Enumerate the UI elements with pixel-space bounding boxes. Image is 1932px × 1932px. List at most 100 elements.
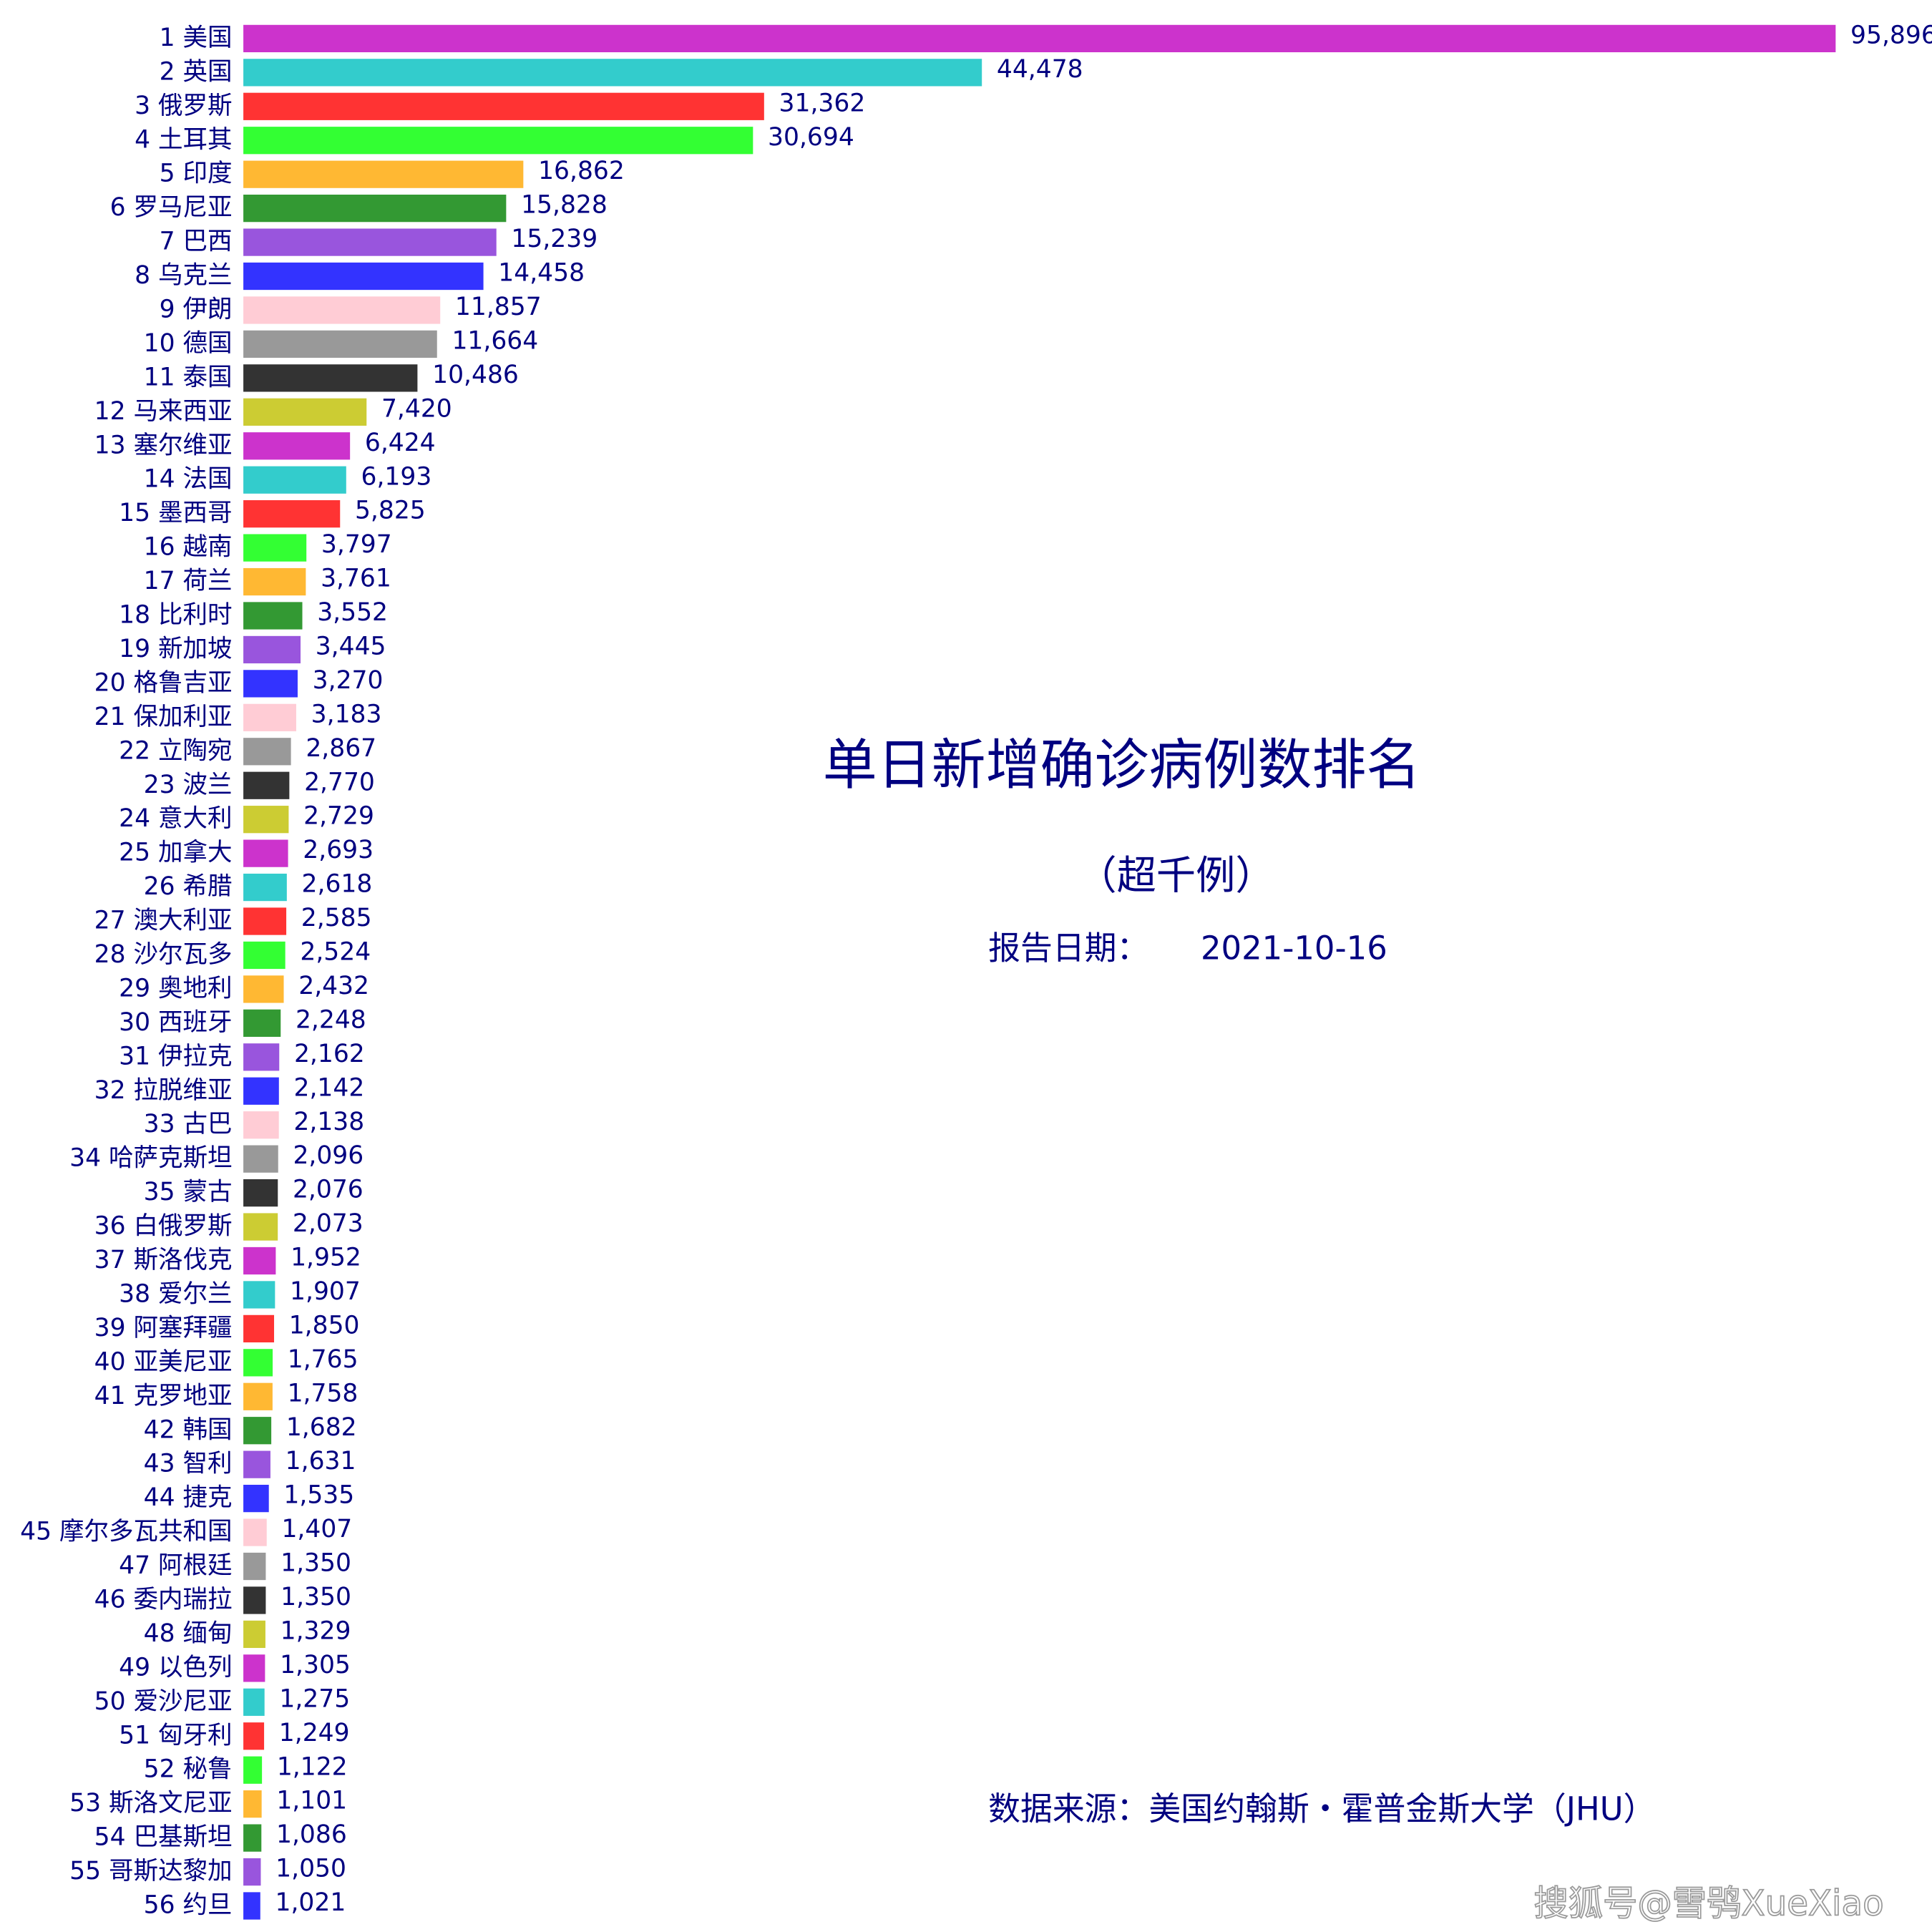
bar bbox=[243, 500, 341, 528]
value-label: 2,248 bbox=[296, 1005, 366, 1034]
value-label: 1,407 bbox=[281, 1515, 352, 1543]
bar bbox=[243, 1756, 263, 1784]
value-label: 3,552 bbox=[317, 598, 388, 627]
y-tick-label: 30 西班牙 bbox=[119, 1008, 232, 1037]
date: 2021-10-16 bbox=[1201, 929, 1387, 967]
y-tick-label: 9 伊朗 bbox=[160, 295, 233, 323]
value-label: 31,362 bbox=[779, 89, 866, 117]
bar bbox=[243, 907, 287, 935]
y-tick-label: 19 新加坡 bbox=[119, 635, 232, 663]
y-tick-label: 39 阿塞拜疆 bbox=[94, 1314, 233, 1342]
value-label: 2,076 bbox=[293, 1176, 364, 1204]
bar bbox=[243, 771, 290, 799]
bar bbox=[243, 1790, 262, 1818]
value-label: 2,142 bbox=[294, 1073, 365, 1102]
value-label: 1,122 bbox=[277, 1752, 348, 1781]
bar bbox=[243, 635, 301, 664]
y-tick-label: 26 希腊 bbox=[144, 872, 233, 901]
bar bbox=[243, 296, 441, 324]
y-tick-label: 24 意大利 bbox=[119, 804, 232, 833]
value-label: 1,631 bbox=[286, 1447, 356, 1475]
y-tick-label: 51 匈牙利 bbox=[119, 1721, 232, 1750]
bar bbox=[243, 1246, 276, 1275]
y-tick-label: 13 塞尔维亚 bbox=[94, 431, 233, 459]
y-tick-label: 14 法国 bbox=[144, 465, 233, 494]
value-label: 15,828 bbox=[521, 191, 608, 220]
value-label: 15,239 bbox=[511, 225, 597, 253]
value-label: 30,694 bbox=[768, 123, 854, 152]
y-tick-label: 17 荷兰 bbox=[144, 567, 233, 595]
y-tick-label: 55 哥斯达黎加 bbox=[69, 1857, 232, 1885]
y-tick-label: 12 马来西亚 bbox=[94, 397, 233, 426]
value-label: 1,021 bbox=[275, 1888, 346, 1917]
y-tick-label: 5 印度 bbox=[160, 160, 233, 188]
value-label: 3,761 bbox=[321, 564, 391, 592]
y-tick-label: 27 澳大利亚 bbox=[94, 906, 233, 935]
value-label: 1,350 bbox=[280, 1583, 351, 1611]
value-label: 2,867 bbox=[306, 734, 376, 763]
y-tick-label: 53 斯洛文尼亚 bbox=[69, 1789, 232, 1818]
bar bbox=[243, 1111, 279, 1139]
y-tick-label: 49 以色列 bbox=[119, 1653, 232, 1682]
bar bbox=[243, 839, 288, 867]
y-tick-label: 22 立陶宛 bbox=[119, 736, 232, 765]
subtitle: （超千例） bbox=[1077, 853, 1274, 899]
bar bbox=[243, 92, 764, 120]
y-tick-label: 18 比利时 bbox=[119, 600, 232, 629]
bar bbox=[243, 1417, 272, 1445]
value-label: 1,850 bbox=[289, 1311, 360, 1340]
y-tick-label: 29 奥地利 bbox=[119, 974, 232, 1002]
y-tick-label: 46 委内瑞拉 bbox=[94, 1585, 233, 1614]
y-tick-label: 7 巴西 bbox=[160, 228, 233, 256]
value-label: 1,329 bbox=[280, 1616, 351, 1645]
y-tick-label: 33 古巴 bbox=[144, 1110, 233, 1138]
y-tick-label: 3 俄罗斯 bbox=[135, 92, 232, 120]
bar bbox=[243, 1077, 279, 1105]
y-tick-label: 4 土耳其 bbox=[135, 125, 232, 154]
value-label: 2,585 bbox=[301, 904, 372, 932]
y-tick-label: 50 爱沙尼亚 bbox=[94, 1687, 233, 1716]
value-label: 1,952 bbox=[291, 1243, 361, 1272]
value-label: 44,478 bbox=[997, 55, 1083, 84]
bar bbox=[243, 1654, 265, 1682]
bar bbox=[243, 262, 484, 291]
bar bbox=[243, 364, 418, 392]
bar bbox=[243, 1824, 262, 1852]
y-tick-label: 1 美国 bbox=[160, 24, 233, 52]
bar bbox=[243, 1450, 270, 1478]
value-label: 2,096 bbox=[293, 1141, 364, 1170]
value-label: 5,825 bbox=[355, 497, 426, 525]
value-label: 1,086 bbox=[276, 1820, 347, 1849]
bar bbox=[243, 534, 307, 562]
bar bbox=[243, 1892, 260, 1920]
bar bbox=[243, 1620, 265, 1649]
date-label: 报告日期： bbox=[988, 929, 1148, 967]
y-tick-label: 43 智利 bbox=[144, 1450, 233, 1478]
bar bbox=[243, 24, 1836, 53]
y-tick-label: 44 捷克 bbox=[144, 1483, 233, 1512]
y-tick-label: 36 白俄罗斯 bbox=[94, 1211, 233, 1240]
bar bbox=[243, 195, 507, 223]
value-label: 2,162 bbox=[294, 1040, 365, 1068]
bar bbox=[243, 1688, 265, 1716]
y-tick-label: 10 德国 bbox=[144, 329, 233, 358]
y-tick-label: 47 阿根廷 bbox=[119, 1551, 232, 1580]
value-label: 1,101 bbox=[276, 1787, 347, 1815]
value-label: 2,618 bbox=[302, 870, 373, 899]
watermark: 搜狐号@雪鸮XueXiao bbox=[1534, 1883, 1884, 1923]
bar bbox=[243, 228, 497, 256]
value-label: 2,138 bbox=[293, 1108, 364, 1136]
value-label: 1,350 bbox=[280, 1548, 351, 1577]
bar bbox=[243, 567, 306, 596]
y-tick-label: 56 约旦 bbox=[144, 1890, 233, 1919]
value-label: 11,857 bbox=[455, 293, 542, 321]
value-label: 10,486 bbox=[432, 361, 519, 389]
bar bbox=[243, 330, 437, 358]
y-tick-label: 32 拉脱维亚 bbox=[94, 1076, 233, 1105]
value-label: 1,249 bbox=[279, 1719, 350, 1747]
bar bbox=[243, 466, 346, 494]
value-label: 14,458 bbox=[498, 258, 585, 287]
bar bbox=[243, 1484, 269, 1513]
bar bbox=[243, 432, 351, 460]
